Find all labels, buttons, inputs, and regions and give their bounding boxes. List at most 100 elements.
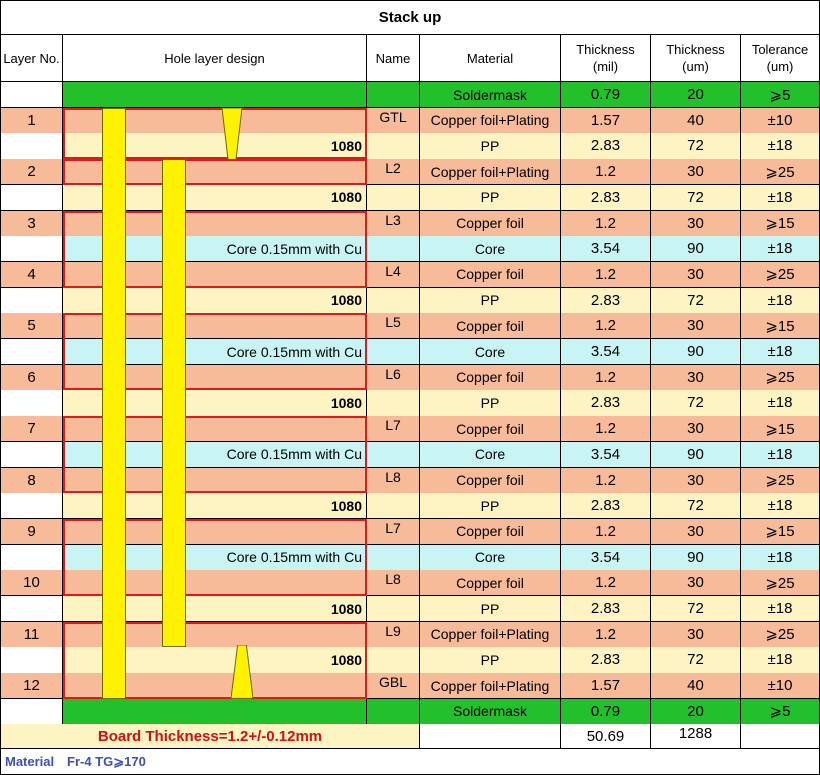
row-6-mil: 1.2 <box>561 210 651 237</box>
row-12-layer: 6 <box>1 364 63 391</box>
row-13-material: PP <box>420 390 561 417</box>
row-16-name: L8 <box>367 467 420 494</box>
row-17-name <box>367 493 420 520</box>
row-10-mil: 1.2 <box>561 313 651 340</box>
row-11-material: Core <box>420 339 561 366</box>
row-20-tol: ⩾25 <box>741 570 820 597</box>
row-13-layer <box>1 390 63 417</box>
row-18-um: 30 <box>651 518 741 546</box>
row-11-layer <box>1 339 63 366</box>
row-18-name: L7 <box>367 518 420 546</box>
top-microvia-icon-shape <box>222 107 242 160</box>
header-layer-no: Layer No. <box>1 35 63 82</box>
row-21-mil: 2.83 <box>561 596 651 623</box>
row-9-mil: 2.83 <box>561 287 651 314</box>
row-12-material: Copper foil <box>420 364 561 391</box>
row-19-tol: ±18 <box>741 544 820 571</box>
row-7-mil: 3.54 <box>561 236 651 263</box>
row-15-name <box>367 441 420 468</box>
row-16-material: Copper foil <box>420 467 561 494</box>
row-18-layer: 9 <box>1 518 63 546</box>
row-14-layer: 7 <box>1 416 63 443</box>
row-4-material: Copper foil+Plating <box>420 159 561 186</box>
row-15-mil: 3.54 <box>561 441 651 468</box>
row-22-tol: ⩾25 <box>741 621 820 648</box>
row-5-name <box>367 184 420 211</box>
row-2-name: GTL <box>367 107 420 134</box>
row-1-tol: ⩾5 <box>741 82 820 109</box>
row-6-material: Copper foil <box>420 210 561 237</box>
row-22-material: Copper foil+Plating <box>420 621 561 648</box>
row-16-tol: ⩾25 <box>741 467 820 494</box>
row-19-mil: 3.54 <box>561 544 651 571</box>
row-3-material: PP <box>420 133 561 160</box>
footer-material-label: Material <box>5 754 55 769</box>
header-tolerance: Tolerance (um) <box>741 35 820 82</box>
row-12-name: L6 <box>367 364 420 391</box>
row-11-mil: 3.54 <box>561 339 651 366</box>
row-25-name <box>367 698 420 725</box>
row-20-um: 30 <box>651 570 741 597</box>
row-24-name: GBL <box>367 673 420 700</box>
row-14-mil: 1.2 <box>561 416 651 443</box>
row-14-tol: ⩾15 <box>741 416 820 443</box>
row-6-layer: 3 <box>1 210 63 237</box>
row-9-material: PP <box>420 287 561 314</box>
row-14-name: L7 <box>367 416 420 443</box>
row-18-material: Copper foil <box>420 518 561 546</box>
top-microvia-icon <box>222 107 242 160</box>
row-23-name <box>367 647 420 674</box>
core-label: Core 0.15mm with Cu <box>226 446 362 463</box>
row-2-material: Copper foil+Plating <box>420 107 561 134</box>
row-19-name <box>367 544 420 571</box>
row-3-um: 72 <box>651 133 741 160</box>
pp-label: 1080 <box>330 497 362 514</box>
blank-total-tol <box>741 724 820 749</box>
header-hole-design: Hole layer design <box>63 35 367 82</box>
row-4-um: 30 <box>651 159 741 186</box>
core-label: Core 0.15mm with Cu <box>226 240 362 257</box>
total-mil: 50.69 <box>561 724 651 749</box>
row-17-um: 72 <box>651 493 741 520</box>
row-4-layer: 2 <box>1 159 63 186</box>
row-10-material: Copper foil <box>420 313 561 340</box>
row-2-layer: 1 <box>1 107 63 134</box>
row-7-um: 90 <box>651 236 741 263</box>
pp-label: 1080 <box>330 394 362 411</box>
row-19-layer <box>1 544 63 571</box>
row-7-tol: ±18 <box>741 236 820 263</box>
row-9-layer <box>1 287 63 314</box>
row-15-um: 90 <box>651 441 741 468</box>
row-24-tol: ±10 <box>741 673 820 700</box>
row-18-tol: ⩾15 <box>741 518 820 546</box>
row-21-name <box>367 596 420 623</box>
row-25-hole <box>63 698 367 725</box>
row-22-um: 30 <box>651 621 741 648</box>
row-17-layer <box>1 493 63 520</box>
row-12-tol: ⩾25 <box>741 364 820 391</box>
row-23-mil: 2.83 <box>561 647 651 674</box>
row-23-um: 72 <box>651 647 741 674</box>
row-17-mil: 2.83 <box>561 493 651 520</box>
footer-material-value: Fr-4 TG⩾170 <box>67 754 146 769</box>
row-19-um: 90 <box>651 544 741 571</box>
row-17-material: PP <box>420 493 561 520</box>
row-8-tol: ⩾25 <box>741 261 820 289</box>
row-15-tol: ±18 <box>741 441 820 468</box>
row-21-material: PP <box>420 596 561 623</box>
header-thickness-mil: Thickness (mil) <box>561 35 651 82</box>
row-3-tol: ±18 <box>741 133 820 160</box>
row-3-mil: 2.83 <box>561 133 651 160</box>
row-9-name <box>367 287 420 314</box>
row-15-layer <box>1 441 63 468</box>
row-10-name: L5 <box>367 313 420 340</box>
row-4-mil: 1.2 <box>561 159 651 186</box>
row-24-layer: 12 <box>1 673 63 700</box>
row-3-layer <box>1 133 63 160</box>
row-2-mil: 1.57 <box>561 107 651 134</box>
row-11-tol: ±18 <box>741 339 820 366</box>
bottom-microvia-icon-shape <box>231 645 253 699</box>
row-20-name: L8 <box>367 570 420 597</box>
row-4-name: L2 <box>367 159 420 186</box>
